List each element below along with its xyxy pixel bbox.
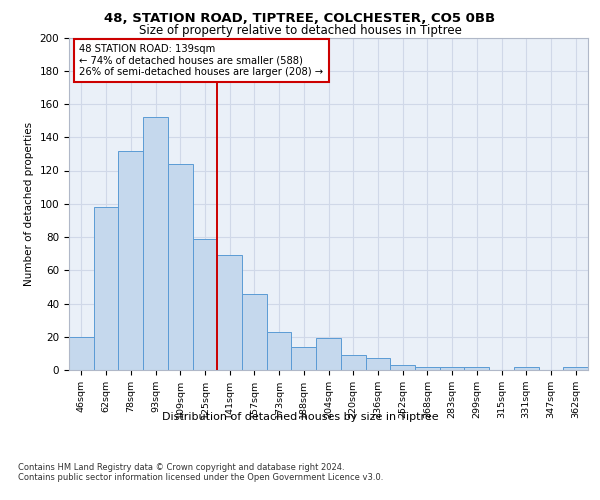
Bar [217, 256, 242, 370]
Bar [242, 294, 267, 370]
Text: Distribution of detached houses by size in Tiptree: Distribution of detached houses by size … [161, 412, 439, 422]
Bar [292, 346, 316, 370]
Bar [69, 337, 94, 370]
Bar [143, 118, 168, 370]
Bar [118, 150, 143, 370]
Bar [440, 366, 464, 370]
Bar [415, 366, 440, 370]
Bar [563, 366, 588, 370]
Bar [341, 355, 365, 370]
Bar [267, 332, 292, 370]
Text: Contains HM Land Registry data © Crown copyright and database right 2024.: Contains HM Land Registry data © Crown c… [18, 462, 344, 471]
Y-axis label: Number of detached properties: Number of detached properties [24, 122, 34, 286]
Bar [193, 238, 217, 370]
Bar [514, 366, 539, 370]
Text: 48 STATION ROAD: 139sqm
← 74% of detached houses are smaller (588)
26% of semi-d: 48 STATION ROAD: 139sqm ← 74% of detache… [79, 44, 323, 78]
Bar [316, 338, 341, 370]
Text: 48, STATION ROAD, TIPTREE, COLCHESTER, CO5 0BB: 48, STATION ROAD, TIPTREE, COLCHESTER, C… [104, 12, 496, 26]
Bar [365, 358, 390, 370]
Bar [390, 365, 415, 370]
Bar [94, 207, 118, 370]
Bar [464, 366, 489, 370]
Text: Size of property relative to detached houses in Tiptree: Size of property relative to detached ho… [139, 24, 461, 37]
Text: Contains public sector information licensed under the Open Government Licence v3: Contains public sector information licen… [18, 472, 383, 482]
Bar [168, 164, 193, 370]
